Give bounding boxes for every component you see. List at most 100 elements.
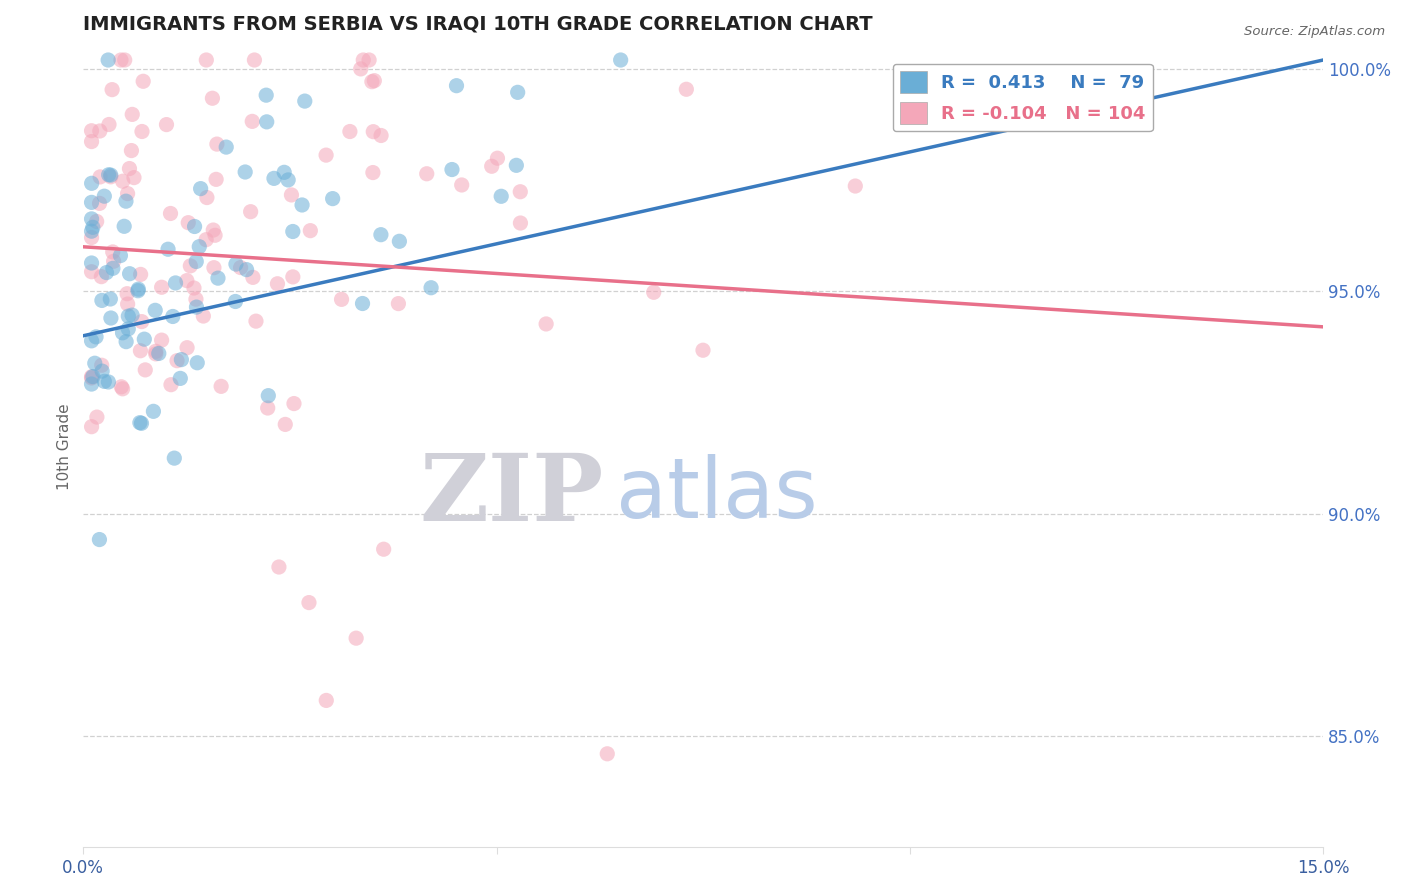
Text: Source: ZipAtlas.com: Source: ZipAtlas.com (1244, 25, 1385, 38)
Iraqis (89, 196, 111, 211)
Iraqis (844, 179, 866, 194)
Iraqis (205, 172, 228, 186)
Immigrants from Serbia (183, 219, 205, 234)
Iraqis (229, 260, 252, 275)
Immigrants from Serbia (83, 356, 105, 370)
Iraqis (330, 293, 353, 307)
Immigrants from Serbia (169, 371, 191, 385)
Iraqis (195, 233, 218, 247)
Iraqis (202, 260, 225, 275)
Immigrants from Serbia (80, 211, 103, 226)
Iraqis (359, 53, 381, 67)
Immigrants from Serbia (96, 266, 118, 280)
Iraqis (89, 124, 111, 138)
Iraqis (132, 74, 155, 88)
Immigrants from Serbia (100, 168, 122, 182)
Iraqis (121, 107, 143, 121)
Immigrants from Serbia (80, 256, 103, 270)
Iraqis (145, 344, 167, 359)
Iraqis (111, 382, 134, 396)
Iraqis (280, 188, 302, 202)
Immigrants from Serbia (273, 165, 295, 179)
Iraqis (195, 190, 218, 204)
Iraqis (120, 144, 142, 158)
Immigrants from Serbia (489, 189, 512, 203)
Iraqis (176, 341, 198, 355)
Iraqis (117, 297, 139, 311)
Iraqis (643, 285, 665, 300)
Iraqis (111, 174, 134, 188)
Immigrants from Serbia (80, 195, 103, 210)
Immigrants from Serbia (163, 451, 186, 466)
Immigrants from Serbia (127, 282, 149, 296)
Immigrants from Serbia (207, 271, 229, 285)
Iraqis (370, 128, 392, 143)
Immigrants from Serbia (82, 369, 104, 384)
Immigrants from Serbia (505, 158, 527, 172)
Immigrants from Serbia (82, 220, 104, 235)
Iraqis (114, 53, 136, 67)
Iraqis (350, 62, 373, 76)
Iraqis (80, 124, 103, 138)
Iraqis (118, 161, 141, 176)
Iraqis (361, 75, 384, 89)
Iraqis (101, 244, 124, 259)
Immigrants from Serbia (170, 352, 193, 367)
Iraqis (195, 53, 218, 67)
Iraqis (110, 53, 132, 67)
Immigrants from Serbia (186, 254, 208, 268)
Immigrants from Serbia (190, 181, 212, 195)
Iraqis (131, 315, 153, 329)
Iraqis (352, 53, 374, 67)
Iraqis (134, 363, 156, 377)
Iraqis (122, 170, 145, 185)
Iraqis (115, 286, 138, 301)
Iraqis (160, 377, 183, 392)
Iraqis (239, 204, 262, 219)
Iraqis (159, 206, 181, 220)
Legend: R =  0.413    N =  79, R = -0.104   N = 104: R = 0.413 N = 79, R = -0.104 N = 104 (893, 63, 1153, 131)
Immigrants from Serbia (97, 168, 120, 182)
Iraqis (201, 91, 224, 105)
Iraqis (176, 274, 198, 288)
Immigrants from Serbia (134, 332, 156, 346)
Iraqis (534, 317, 557, 331)
Iraqis (450, 178, 472, 192)
Iraqis (240, 114, 263, 128)
Iraqis (110, 380, 132, 394)
Iraqis (103, 254, 125, 268)
Iraqis (89, 169, 111, 184)
Immigrants from Serbia (609, 53, 631, 67)
Iraqis (80, 135, 103, 149)
Immigrants from Serbia (294, 94, 316, 108)
Immigrants from Serbia (117, 322, 139, 336)
Immigrants from Serbia (256, 115, 278, 129)
Immigrants from Serbia (118, 267, 141, 281)
Iraqis (692, 343, 714, 358)
Immigrants from Serbia (388, 235, 411, 249)
Iraqis (256, 401, 278, 415)
Iraqis (131, 124, 153, 138)
Iraqis (80, 265, 103, 279)
Immigrants from Serbia (157, 242, 180, 256)
Immigrants from Serbia (84, 330, 107, 344)
Immigrants from Serbia (257, 389, 280, 403)
Iraqis (363, 73, 385, 87)
Iraqis (204, 228, 226, 243)
Immigrants from Serbia (128, 416, 150, 430)
Immigrants from Serbia (80, 177, 103, 191)
Immigrants from Serbia (440, 162, 463, 177)
Immigrants from Serbia (162, 310, 184, 324)
Immigrants from Serbia (420, 281, 443, 295)
Iraqis (281, 269, 304, 284)
Immigrants from Serbia (148, 346, 170, 360)
Iraqis (179, 259, 201, 273)
Immigrants from Serbia (506, 86, 529, 100)
Immigrants from Serbia (111, 326, 134, 340)
Immigrants from Serbia (186, 300, 208, 314)
Immigrants from Serbia (110, 249, 132, 263)
Immigrants from Serbia (143, 303, 166, 318)
Immigrants from Serbia (80, 377, 103, 392)
Immigrants from Serbia (446, 78, 468, 93)
Iraqis (486, 151, 509, 165)
